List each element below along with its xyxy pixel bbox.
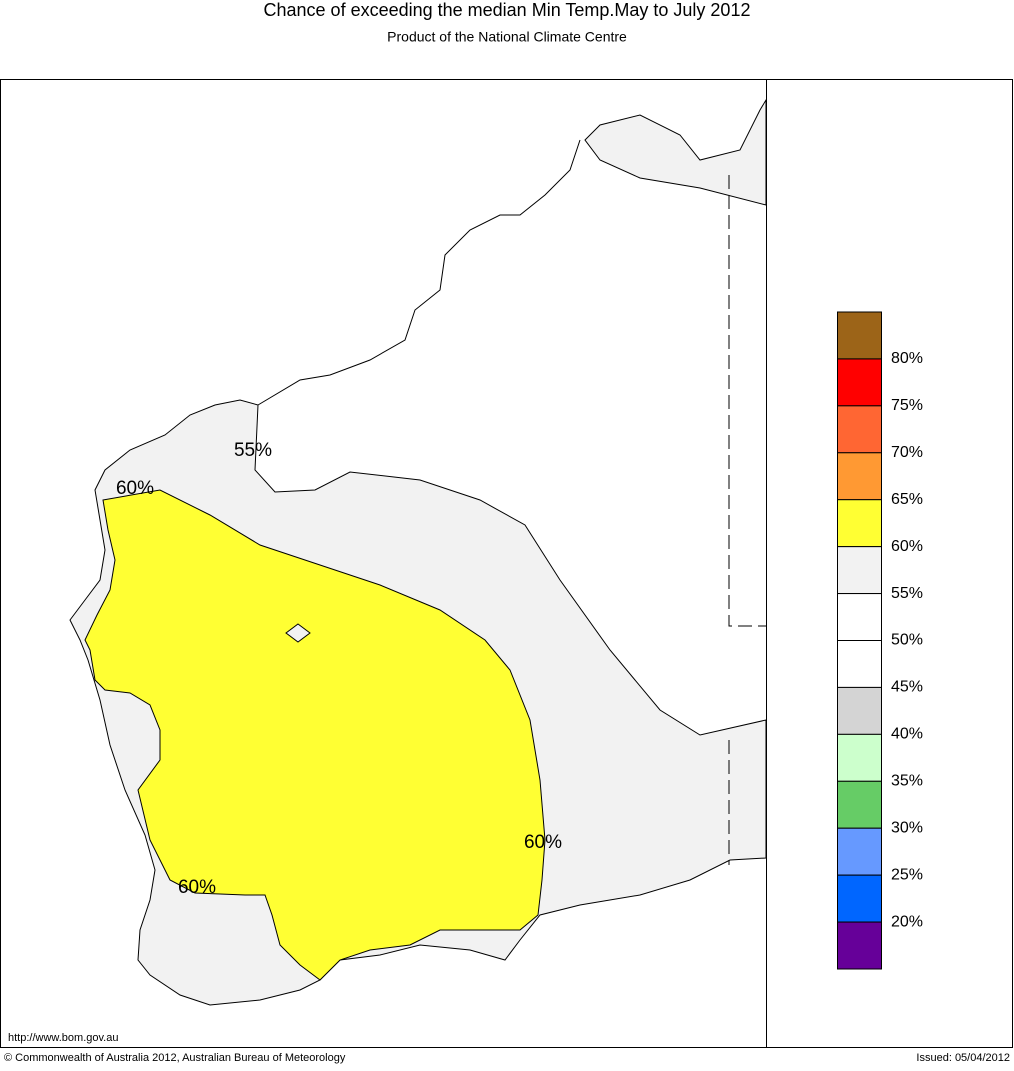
coastline	[257, 139, 581, 406]
legend-label: 40%	[891, 726, 923, 743]
legend-label: 25%	[891, 866, 923, 883]
legend-swatch	[837, 921, 882, 970]
legend-swatch	[837, 405, 882, 454]
legend-swatch	[837, 311, 882, 360]
copyright: © Commonwealth of Australia 2012, Austra…	[4, 1052, 346, 1064]
legend-label: 20%	[891, 913, 923, 930]
legend-label: 80%	[891, 350, 923, 367]
legend-swatch	[837, 358, 882, 407]
legend-swatch	[837, 874, 882, 923]
subtitle: Product of the National Climate Centre	[387, 29, 627, 45]
legend-swatch	[837, 546, 882, 595]
region-55	[285, 623, 311, 643]
legend-swatch	[837, 593, 882, 641]
legend-swatch	[837, 780, 882, 829]
map	[69, 98, 767, 1006]
issued: Issued: 05/04/2012	[916, 1052, 1010, 1064]
legend-label: 75%	[891, 397, 923, 414]
frame	[0, 79, 1013, 1048]
title: Chance of exceeding the median Min Temp.…	[264, 0, 751, 20]
region-60	[84, 489, 546, 981]
region-55	[584, 98, 767, 206]
legend-label: 65%	[891, 491, 923, 508]
legend-swatch	[837, 733, 882, 782]
legend-label: 35%	[891, 773, 923, 790]
state-border	[728, 175, 766, 627]
legend-swatch	[837, 452, 882, 501]
legend-label: 50%	[891, 632, 923, 649]
contour-label: 60%	[178, 877, 216, 898]
legend-swatch	[837, 827, 882, 876]
legend-label: 45%	[891, 679, 923, 696]
contour-label: 60%	[524, 832, 562, 853]
legend-swatch	[837, 499, 882, 548]
contour-label: 60%	[116, 478, 154, 499]
legend-label: 30%	[891, 819, 923, 836]
legend-swatch	[837, 686, 882, 735]
legend-swatch	[837, 640, 882, 688]
contour-label: 55%	[234, 440, 272, 461]
legend-label: 70%	[891, 444, 923, 461]
legend: 80% 75% 70% 65% 60% 55% 50% 45% 40% 35% 30% 25% 20%	[837, 311, 923, 970]
legend-label: 60%	[891, 538, 923, 555]
url: http://www.bom.gov.au	[8, 1032, 118, 1044]
legend-label: 55%	[891, 585, 923, 602]
